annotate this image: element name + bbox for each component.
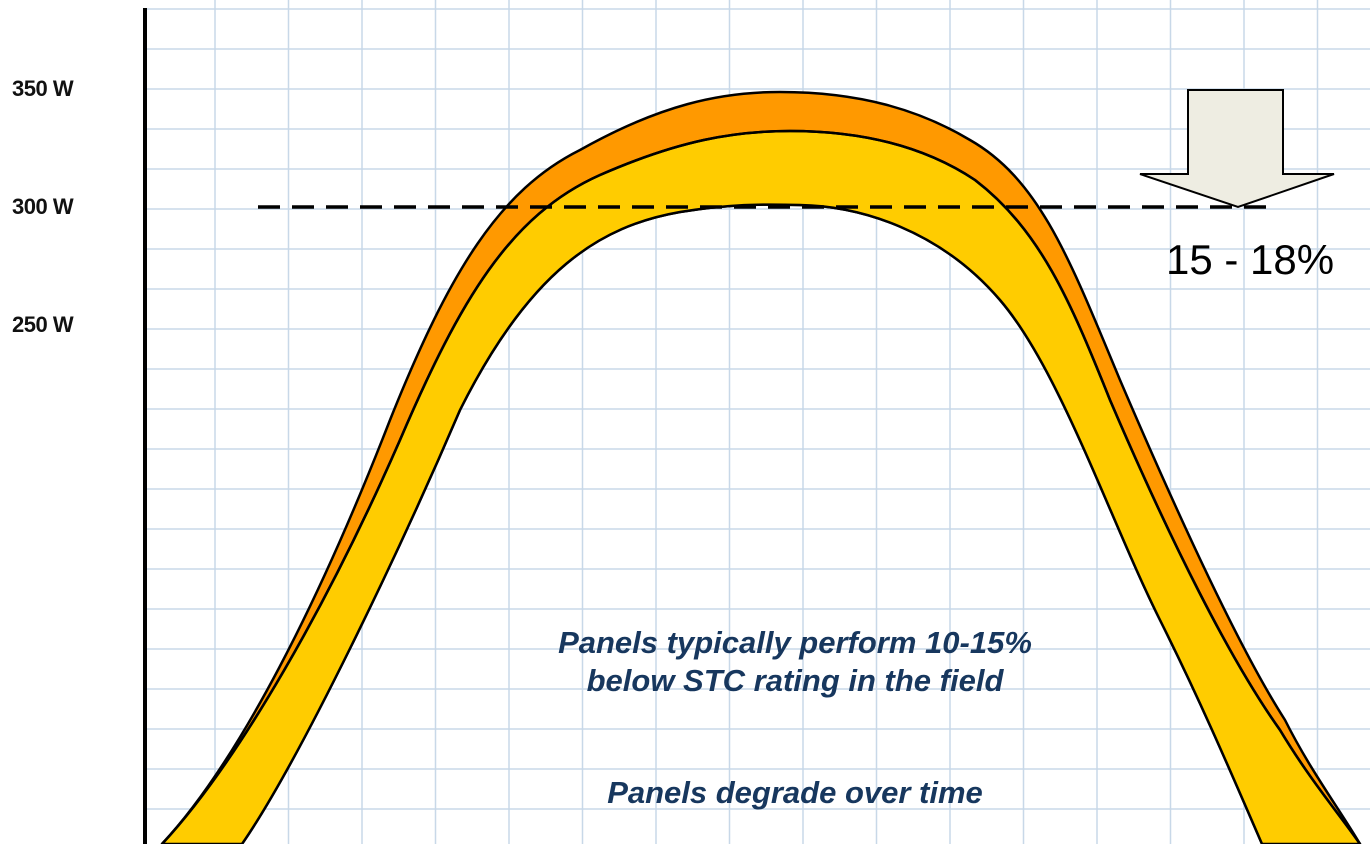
middle-curve-outline [161, 129, 1362, 844]
y-tick-label-350: 350 W [12, 76, 74, 101]
caption-field-performance: Panels typically perform 10-15% below ST… [558, 625, 1032, 698]
loss-percentage-label: 15 - 18% [1166, 236, 1335, 283]
down-arrow-icon [1139, 89, 1335, 209]
y-tick-label-300: 300 W [12, 194, 74, 219]
caption-degradation: Panels degrade over time [607, 775, 983, 810]
y-tick-label-250: 250 W [12, 312, 74, 337]
